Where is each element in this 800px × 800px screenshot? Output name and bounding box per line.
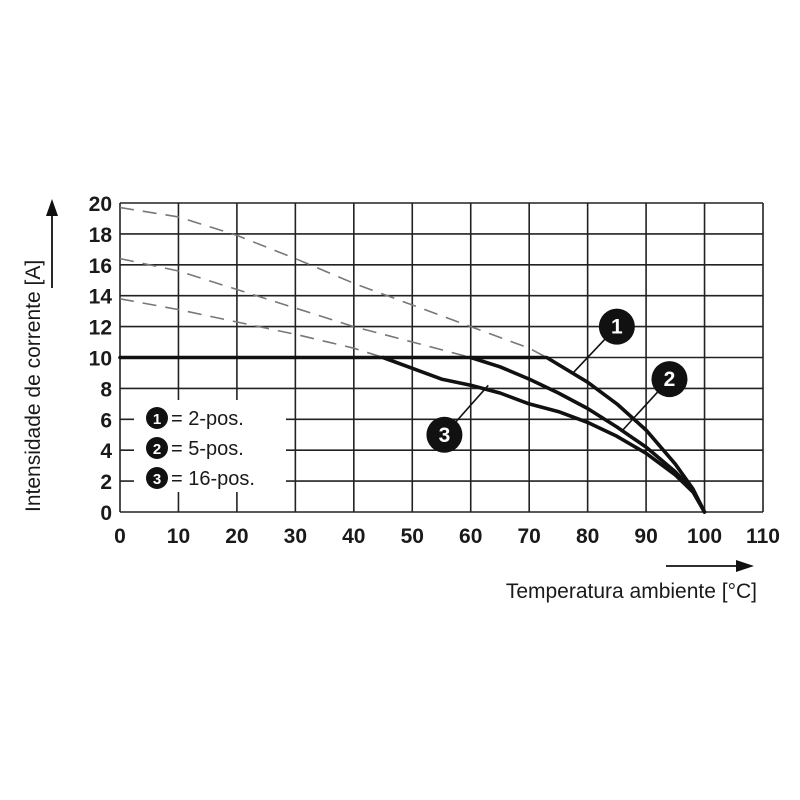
- x-axis-label: Temperatura ambiente [°C]: [506, 580, 757, 603]
- y-tick-label: 16: [89, 255, 112, 278]
- x-tick-label: 10: [167, 525, 190, 548]
- series-callouts: 1 2 3: [426, 308, 688, 453]
- y-tick-label: 8: [100, 378, 112, 401]
- callout-number-2: 2: [664, 368, 676, 391]
- legend-number-3: 3: [153, 471, 161, 488]
- y-tick-label: 2: [100, 471, 112, 494]
- series-3-line: [381, 355, 707, 514]
- callout-badge-2: [651, 361, 688, 398]
- legend-label-2: = 5-pos.: [171, 438, 244, 460]
- x-axis-arrow-head: [736, 560, 754, 572]
- legend-badge-2: [146, 437, 168, 459]
- series-1-dashed-line: [119, 206, 548, 359]
- x-tick-label: 50: [401, 525, 424, 548]
- x-tick-label: 90: [634, 525, 657, 548]
- callout-number-1: 1: [611, 316, 623, 339]
- x-tick-label: 20: [225, 525, 248, 548]
- legend-label-1: = 2-pos.: [171, 408, 244, 430]
- y-tick-label: 0: [100, 502, 112, 525]
- x-tick-label: 60: [459, 525, 482, 548]
- y-axis-title: Intensidade de corrente [A]: [22, 199, 58, 512]
- y-axis-arrow-head: [46, 199, 58, 216]
- x-tick-label: 110: [746, 525, 780, 548]
- x-tick-label: 40: [342, 525, 365, 548]
- series-1-line: [118, 355, 707, 514]
- y-tick-label: 12: [89, 317, 112, 340]
- series-2-dashed-line: [119, 257, 471, 359]
- callout-badge-1: [598, 308, 635, 345]
- legend-number-1: 1: [153, 411, 161, 428]
- x-tick-label: 80: [576, 525, 599, 548]
- y-tick-label: 4: [100, 440, 112, 463]
- y-axis-label: Intensidade de corrente [A]: [22, 260, 45, 512]
- x-axis-ticks: 0 10 20 30 40 50 60 70 80 90 100 110: [114, 525, 780, 548]
- x-tick-label: 70: [518, 525, 541, 548]
- x-tick-label: 30: [284, 525, 307, 548]
- chart-curves: [118, 206, 707, 514]
- legend-badge-3: [146, 467, 168, 489]
- legend-label-3: = 16-pos.: [171, 468, 255, 490]
- legend-badge-1: [146, 407, 168, 429]
- y-tick-label: 18: [89, 224, 113, 247]
- callout-number-3: 3: [439, 424, 451, 447]
- y-tick-label: 10: [89, 348, 112, 371]
- y-tick-label: 20: [89, 193, 112, 216]
- callout-badge-3: [426, 416, 463, 453]
- x-tick-label: 0: [114, 525, 126, 548]
- y-axis-ticks: 0 2 4 6 8 10 12 14 16 18 20: [89, 193, 113, 525]
- x-axis-title: Temperatura ambiente [°C]: [506, 560, 757, 603]
- chart-legend: 1 = 2-pos. 2 = 5-pos. 3 = 16-pos.: [134, 400, 286, 492]
- series-3-dashed-line: [119, 298, 384, 359]
- y-tick-label: 14: [89, 286, 113, 309]
- y-tick-label: 6: [100, 409, 112, 432]
- x-tick-label: 100: [687, 525, 722, 548]
- legend-number-2: 2: [153, 441, 161, 458]
